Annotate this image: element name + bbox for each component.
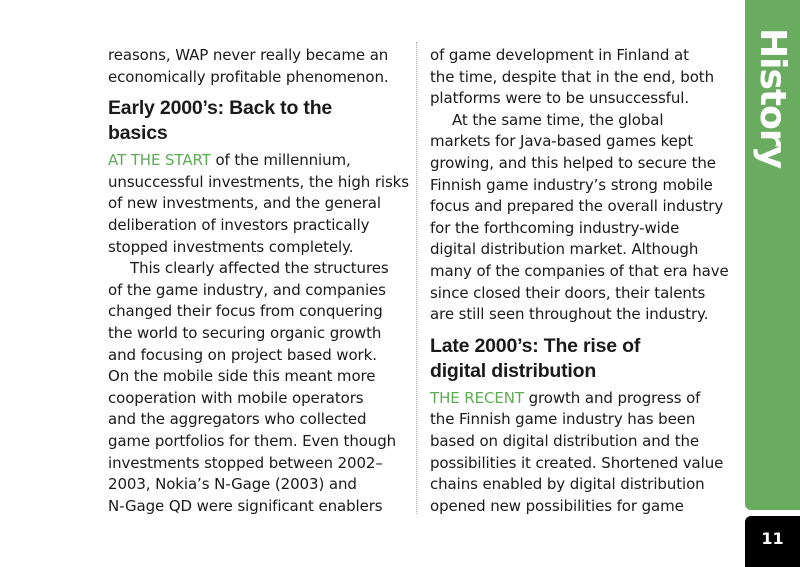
paragraph: This clearly affected the structures of …	[108, 258, 408, 517]
text-line: Finnish game industry’s strong mobile	[430, 175, 713, 194]
lead-in: THE RECENT	[430, 388, 524, 407]
page-number-box: 11	[745, 516, 800, 567]
text-line: growing, and this helped to secure the	[430, 153, 716, 172]
text-line: and focusing on project based work.	[108, 345, 377, 364]
text-line: many of the companies of that era have	[430, 261, 729, 280]
text-line: investments stopped between 2002–	[108, 453, 383, 472]
text-line: since closed their doors, their talents	[430, 283, 706, 302]
text-line: economically profitable phenomenon.	[108, 67, 389, 86]
heading-line: Late 2000’s: The rise of	[430, 334, 641, 357]
section-tab-label: History	[747, 28, 800, 178]
text-line: the world to securing organic growth	[108, 323, 382, 342]
text-line: reasons, WAP never really became an	[108, 46, 389, 64]
text-line: stopped investments completely.	[108, 237, 354, 256]
text-line: On the mobile side this meant more	[108, 367, 376, 386]
text-line: THE RECENT growth and progress of	[430, 388, 730, 410]
text-line: changed their focus from conquering	[108, 302, 383, 321]
text-line: deliberation of investors practically	[108, 215, 370, 234]
text-span: of the millennium,	[210, 151, 351, 170]
left-intro: reasons, WAP never really became an econ…	[108, 45, 408, 88]
text-line: the Finnish game industry has been	[430, 410, 696, 429]
page-number: 11	[761, 529, 784, 548]
column-divider	[416, 42, 417, 514]
text-line: 2003, Nokia’s N-Gage (2003) and	[108, 475, 357, 494]
text-line: AT THE START of the millennium,	[108, 150, 408, 172]
text-line: possibilities it created. Shortened valu…	[430, 453, 724, 472]
heading-line: Early 2000’s: Back to the	[108, 97, 333, 120]
heading-line: basics	[108, 122, 168, 145]
text-span: growth and progress of	[523, 388, 701, 407]
text-line: for the forthcoming industry-wide	[430, 218, 680, 237]
right-column: of game development in Finland at the ti…	[430, 45, 730, 517]
text-line: N-Gage QD were significant enablers	[108, 496, 383, 515]
text-line: This clearly affected the structures	[130, 259, 389, 278]
paragraph: THE RECENT growth and progress of the Fi…	[430, 388, 730, 518]
section-tab: History	[745, 0, 800, 510]
text-line: focus and prepared the overall industry	[430, 197, 724, 216]
lead-in: AT THE START	[108, 151, 211, 170]
text-line: game portfolios for them. Even though	[108, 431, 397, 450]
text-line: platforms were to be unsuccessful.	[430, 89, 690, 108]
paragraph: At the same time, the global markets for…	[430, 110, 730, 326]
text-line: At the same time, the global	[452, 110, 664, 129]
text-line: of game development in Finland at	[430, 46, 689, 64]
paragraph: AT THE START of the millennium, unsucces…	[108, 150, 409, 258]
heading-line: digital distribution	[430, 359, 597, 382]
right-intro: of game development in Finland at the ti…	[430, 45, 730, 110]
section-heading-late-2000s: Late 2000’s: The rise of digital distrib…	[430, 334, 730, 384]
text-line: of new investments, and the general	[108, 194, 381, 213]
text-line: chains enabled by digital distribution	[430, 475, 705, 494]
text-line: are still seen throughout the industry.	[430, 305, 709, 324]
text-line: unsuccessful investments, the high risks	[108, 172, 409, 191]
text-line: the time, despite that in the end, both	[430, 67, 714, 86]
text-line: cooperation with mobile operators	[108, 388, 364, 407]
text-line: digital distribution market. Although	[430, 240, 699, 259]
text-line: opened new possibilities for game	[430, 496, 684, 515]
text-line: based on digital distribution and the	[430, 431, 700, 450]
text-line: markets for Java-based games kept	[430, 132, 693, 151]
left-column: reasons, WAP never really became an econ…	[108, 45, 409, 517]
text-line: of the game industry, and companies	[108, 280, 386, 299]
section-heading-early-2000s: Early 2000’s: Back to the basics	[108, 96, 408, 146]
text-line: and the aggregators who collected	[108, 410, 367, 429]
section-tab-text: History	[752, 28, 793, 169]
